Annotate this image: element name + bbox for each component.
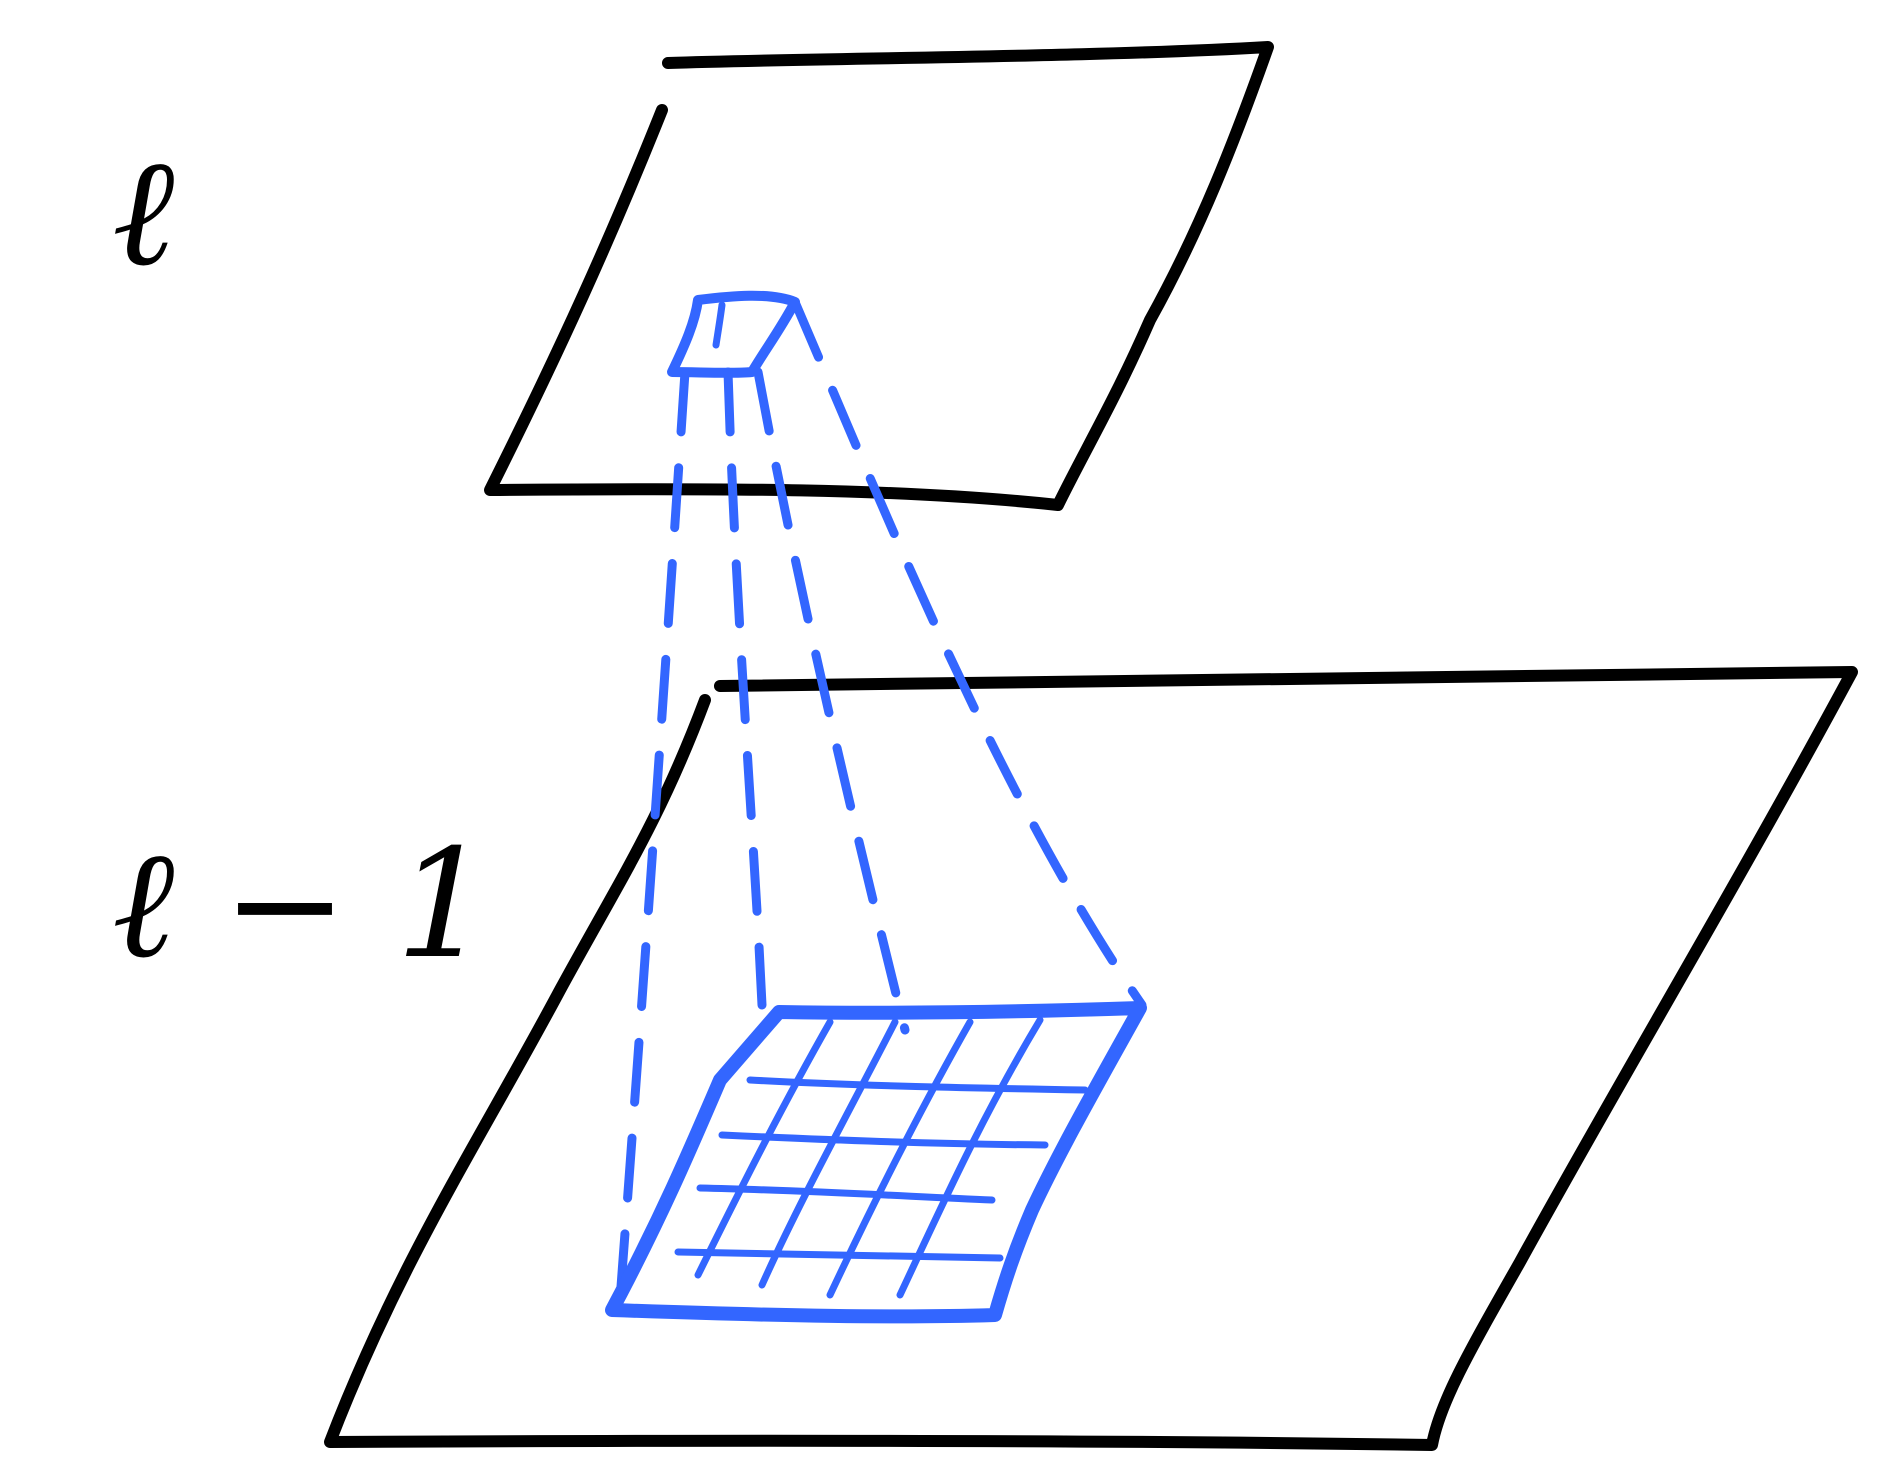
projection-line-1 xyxy=(615,367,690,1305)
projection-line-3 xyxy=(753,367,910,1035)
lower-layer-plane xyxy=(324,666,1858,1451)
projection-lines xyxy=(615,297,1147,1305)
grid-row-4 xyxy=(674,1248,1004,1262)
grid-row-2 xyxy=(718,1131,1049,1149)
upper-layer-plane xyxy=(484,41,1274,511)
grid-column-3 xyxy=(826,1018,974,1299)
grid-column-4 xyxy=(896,1016,1044,1299)
layer-label-bottom: ℓ − 1 xyxy=(112,818,491,992)
grid-columns xyxy=(694,1016,1044,1299)
projection-line-2 xyxy=(723,367,767,1010)
projection-line-4 xyxy=(790,297,1147,1010)
grid-column-1 xyxy=(694,1018,834,1279)
upper-layer-unit xyxy=(667,290,800,378)
upper-unit-divider xyxy=(712,301,726,349)
grid-outline xyxy=(605,1001,1147,1324)
upper-unit-outline xyxy=(667,290,800,378)
receptive-field-grid xyxy=(605,1001,1147,1324)
grid-column-2 xyxy=(758,1018,899,1289)
layer-label-top: ℓ xyxy=(112,126,175,300)
